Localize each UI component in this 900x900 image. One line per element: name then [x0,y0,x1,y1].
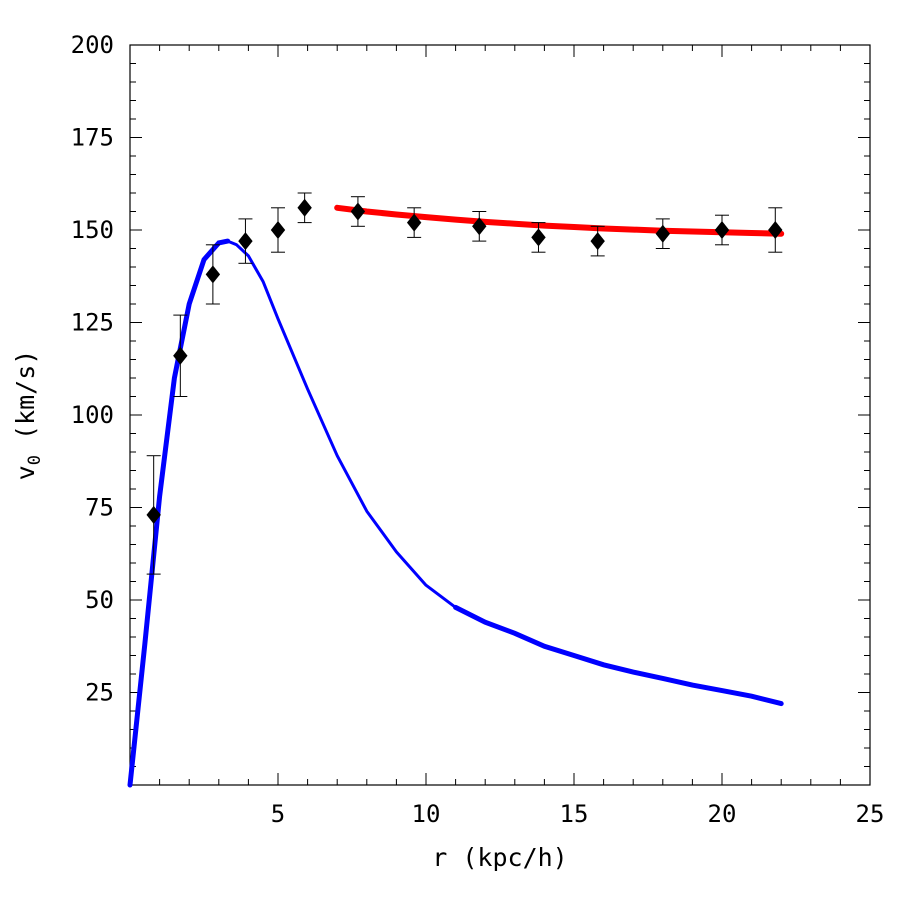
data-point-diamond [146,505,161,524]
data-point-diamond [205,265,221,284]
data-point-diamond [238,232,253,251]
data-point-diamond [173,346,188,365]
data-point-diamond [655,224,670,243]
y-tick-label: 25 [85,679,114,707]
y-axis-label-sub: 0 [25,455,45,465]
y-tick-label: 50 [85,586,114,614]
data-point-diamond [531,228,546,247]
data-point-diamond [297,198,312,217]
plot-frame [129,44,871,786]
data-points [146,192,783,575]
x-tick-label: 5 [271,800,285,828]
y-tick-labels: 25 50 75 100 125 150 175 200 [71,31,114,707]
y-axis-label-unit: (km/s) [11,350,40,440]
data-point-diamond [270,221,286,239]
x-tick-label: 15 [560,800,589,828]
axis-ticks [130,45,870,785]
data-point-diamond [590,232,605,251]
data-point-diamond [350,202,366,221]
data-point-diamond [714,221,730,239]
model-curves [127,204,785,788]
x-tick-label: 25 [856,800,885,828]
y-tick-label: 175 [71,124,114,152]
data-point-diamond [406,213,422,232]
y-tick-label: 150 [71,216,114,244]
y-tick-label: 100 [71,401,114,429]
x-tick-labels: 5 10 15 20 25 [271,800,885,828]
x-tick-label: 20 [708,800,737,828]
blue-model-curve [128,239,782,786]
svg-text:v0 (km/s): v0 (km/s) [11,350,45,481]
y-axis-label: v0 (km/s) [11,350,45,481]
blue-model-curve-thick [127,238,231,788]
y-axis-label-main: v [11,465,40,480]
blue-model-curve-thick [453,604,784,707]
x-tick-label: 10 [412,800,441,828]
data-point-diamond [768,221,783,239]
x-axis-label: r (kpc/h) [432,843,567,872]
y-tick-label: 75 [85,494,114,522]
y-tick-label: 125 [71,309,114,337]
data-point-diamond [472,217,487,236]
y-tick-label: 200 [71,31,114,59]
red-model-curve [334,204,785,237]
